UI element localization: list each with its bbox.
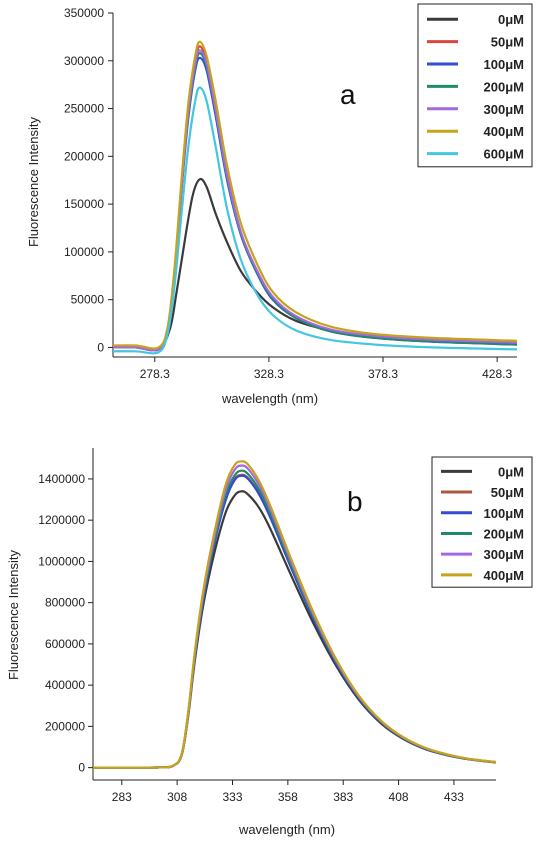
legend-label: 300μM	[484, 102, 524, 117]
panel-a: 0 50000 100000 150000 200000 250000 300000 3500…	[26, 3, 533, 406]
y-tick-label: 400000	[45, 678, 85, 692]
y-axis-title: Fluorescence Intensity	[6, 549, 21, 680]
x-tick-label: 428.3	[482, 367, 512, 381]
y-tick-label: 1400000	[38, 472, 85, 486]
x-tick-label: 433	[444, 790, 464, 804]
legend-label: 100μM	[484, 506, 524, 521]
legend-label: 200μM	[484, 526, 524, 541]
x-tick-label: 383	[333, 790, 353, 804]
series-line	[113, 86, 517, 355]
x-tick-label: 408	[389, 790, 409, 804]
y-tick-label: 150000	[64, 197, 104, 211]
y-tick-label: 300000	[64, 54, 104, 68]
x-tick-label: 328.3	[254, 367, 284, 381]
series-line	[93, 460, 496, 769]
legend-label: 50μM	[491, 35, 524, 50]
y-tick-label: 200000	[64, 149, 104, 163]
y-axis-title: Fluorescence Intensity	[26, 116, 41, 247]
x-tick-label: 283	[112, 790, 132, 804]
panel-letter: a	[340, 79, 356, 110]
legend-label: 300μM	[484, 547, 524, 562]
legend-label: 600μM	[484, 147, 524, 162]
y-tick-label: 600000	[45, 637, 85, 651]
legend-label: 400μM	[484, 124, 524, 139]
x-tick-label: 278.3	[140, 367, 170, 381]
legend-label: 200μM	[484, 79, 524, 94]
x-tick-label: 308	[167, 790, 187, 804]
legend-label: 0μM	[498, 12, 524, 27]
legend-label: 100μM	[484, 57, 524, 72]
legend-label: 0μM	[498, 464, 524, 479]
x-axis-title: wavelength (nm)	[221, 391, 318, 406]
panel-b: 0 200000 400000 600000 800000 1000000 1200000 1…	[6, 448, 533, 837]
y-tick-label: 800000	[45, 596, 85, 610]
x-axis-title: wavelength (nm)	[238, 822, 335, 837]
series-line	[113, 40, 517, 350]
panel-letter: b	[347, 486, 363, 517]
y-tick-label: 350000	[64, 6, 104, 20]
y-tick-label: 1200000	[38, 513, 85, 527]
series-group	[93, 460, 496, 769]
y-tick-label: 250000	[64, 102, 104, 116]
y-tick-label: 50000	[71, 293, 105, 307]
legend-label: 50μM	[491, 485, 524, 500]
x-tick-label: 358	[278, 790, 298, 804]
legend-label: 400μM	[484, 568, 524, 583]
y-tick-label: 100000	[64, 245, 104, 259]
series-group	[113, 40, 517, 355]
x-tick-label: 333	[222, 790, 242, 804]
y-tick-label: 1000000	[38, 554, 85, 568]
y-tick-label: 200000	[45, 719, 85, 733]
y-tick-label: 0	[78, 761, 85, 775]
x-tick-label: 378.3	[368, 367, 398, 381]
y-tick-label: 0	[97, 340, 104, 354]
legend-box	[431, 456, 533, 588]
